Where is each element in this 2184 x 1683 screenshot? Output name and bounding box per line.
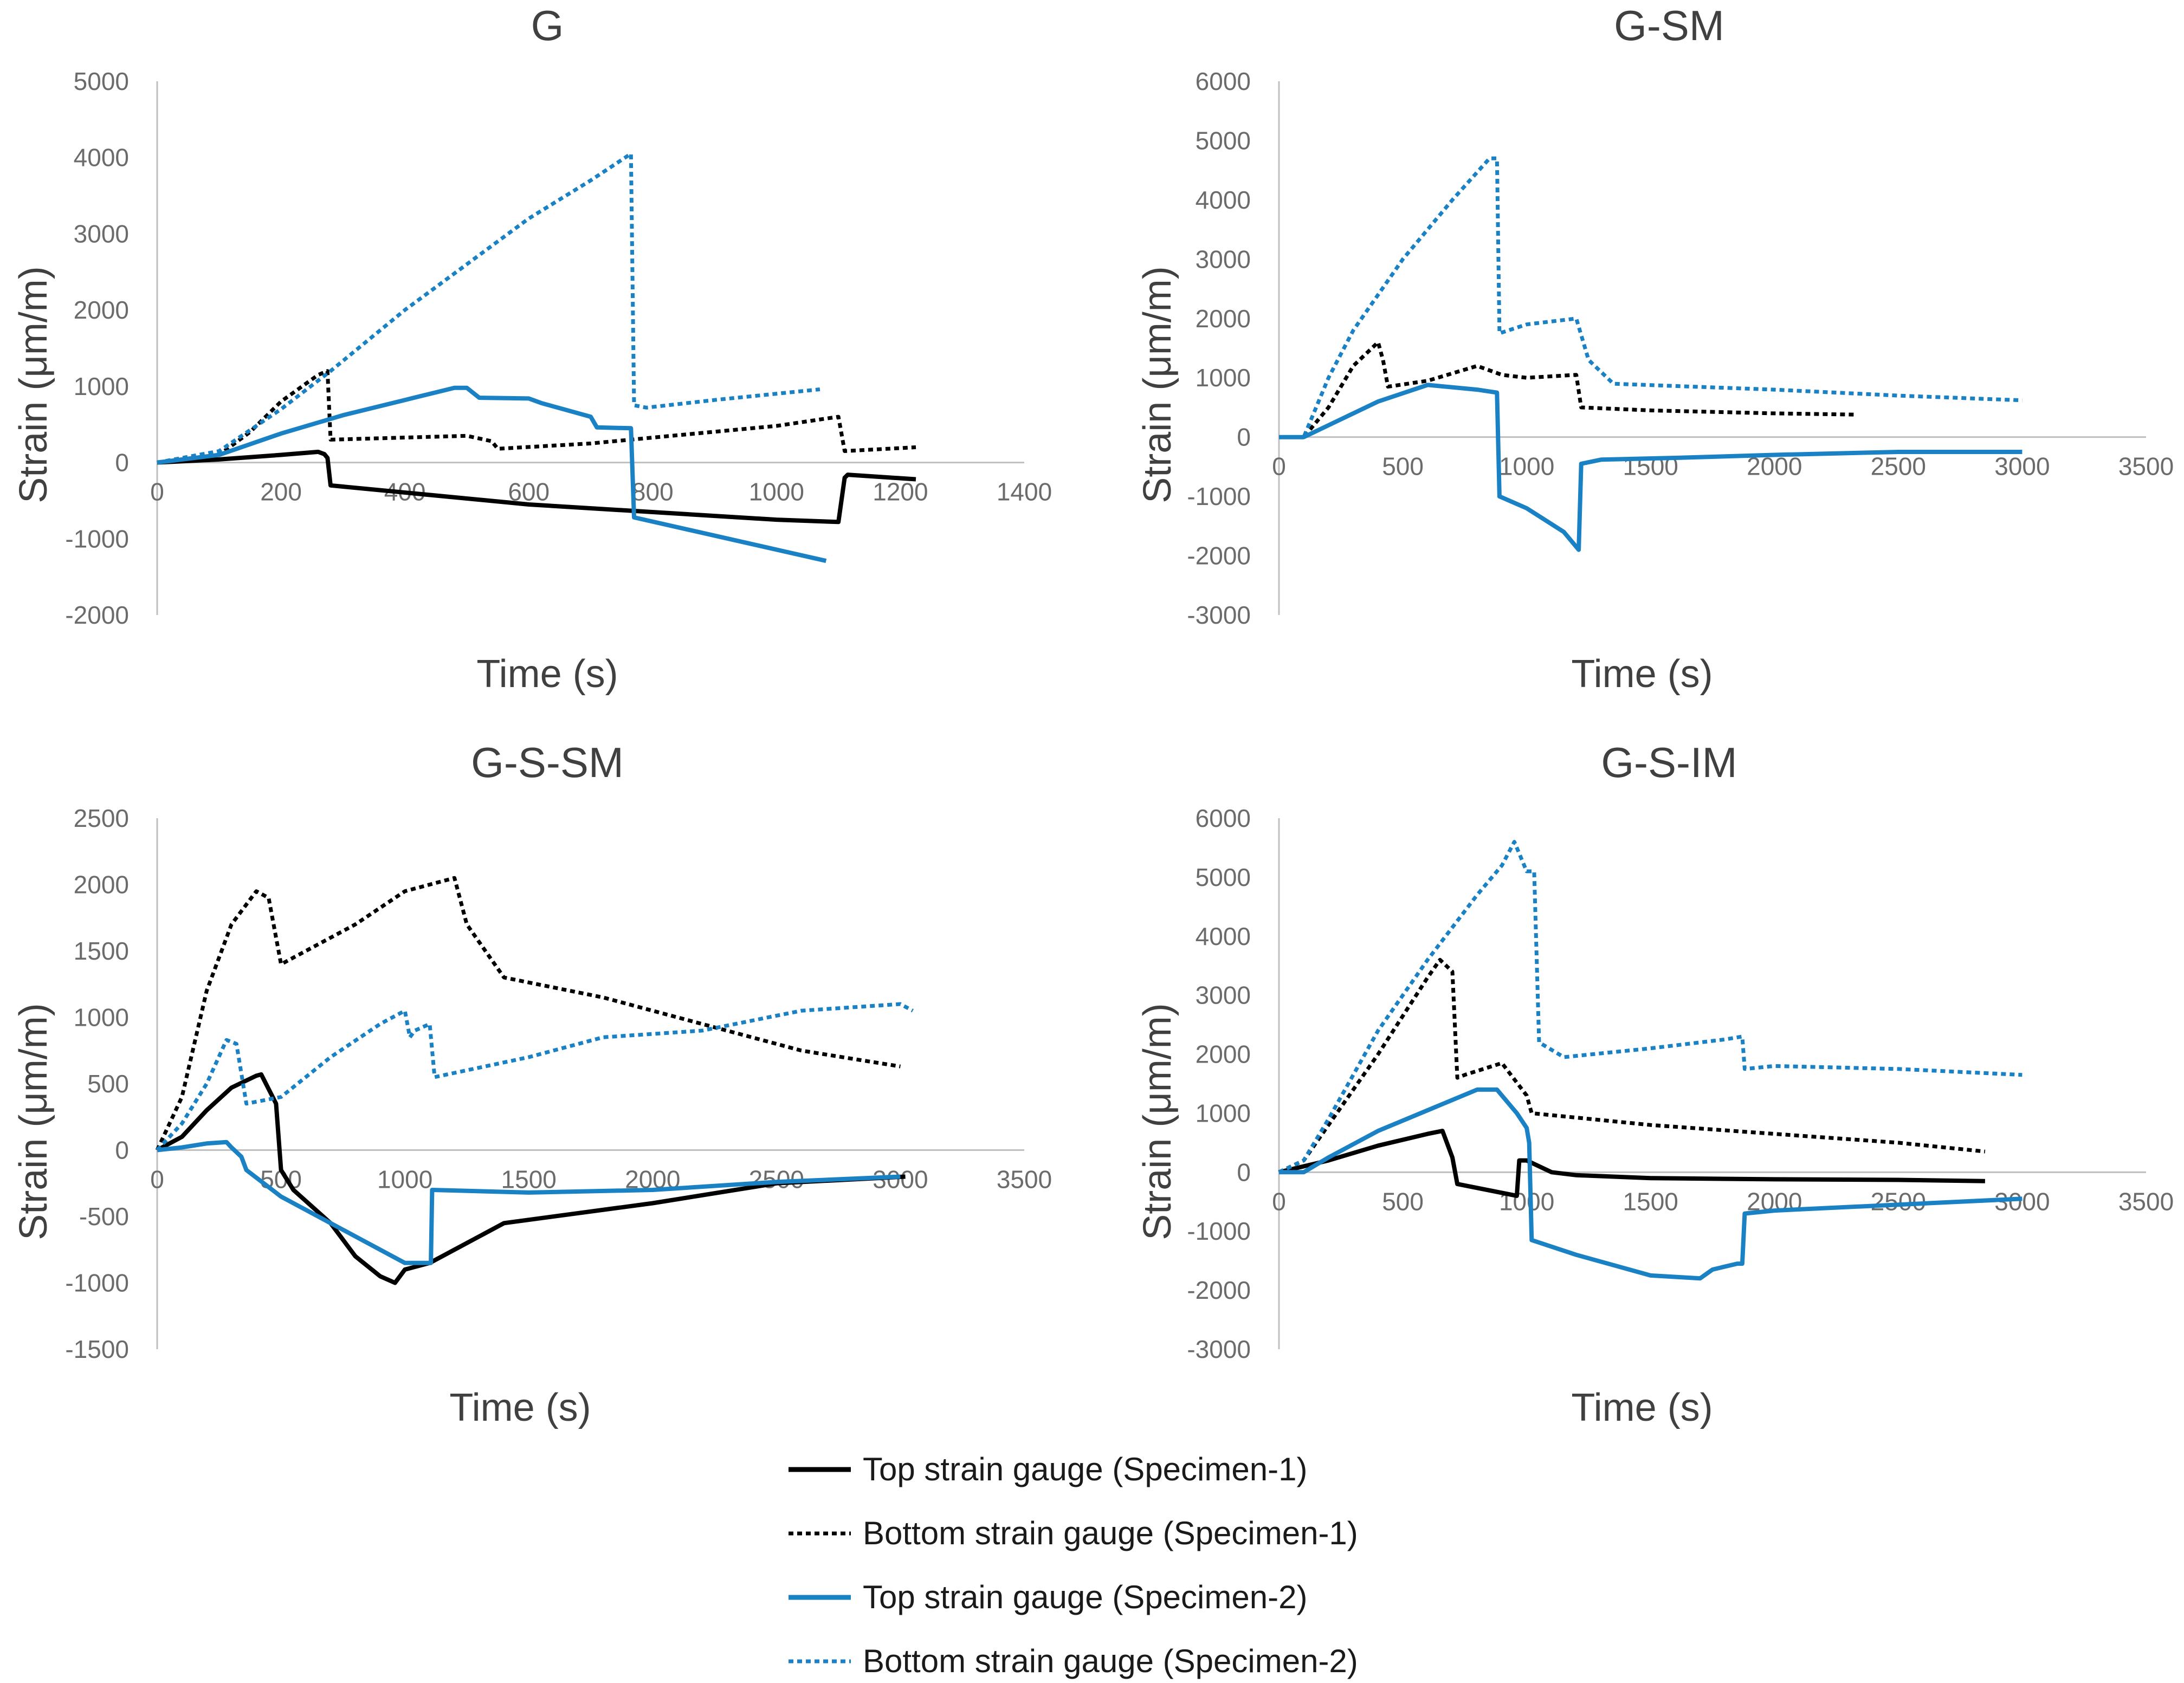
x-tick-label: 3500 [2118, 452, 2174, 481]
y-tick-label: 500 [87, 1070, 129, 1098]
x-axis-label: Time (s) [476, 652, 618, 696]
x-axis-label: Time (s) [1571, 652, 1713, 696]
x-axis-label: Time (s) [449, 1386, 591, 1429]
y-tick-label: 0 [1237, 1158, 1251, 1186]
x-tick-label: 1000 [377, 1166, 432, 1194]
y-tick-label: 2500 [74, 804, 129, 832]
legend-label: Top strain gauge (Specimen-2) [863, 1579, 1307, 1615]
y-tick-label: -1000 [65, 525, 129, 553]
legend-label: Bottom strain gauge (Specimen-2) [863, 1643, 1358, 1679]
series-line-top-strain-gauge-specimen-1 [157, 449, 916, 525]
series-line-top-strain-gauge-specimen-1 [1278, 1129, 1985, 1198]
series-line-top-strain-gauge-specimen-2 [1279, 1087, 2023, 1281]
y-tick-label: 2000 [74, 296, 129, 324]
y-tick-label: 3000 [1196, 245, 1251, 273]
series-line-top-strain-gauge-specimen-2 [157, 1140, 901, 1265]
series-line-top-strain-gauge-specimen-2 [157, 385, 827, 564]
x-tick-label: 200 [260, 478, 302, 506]
y-axis-label: Strain (μm/m) [12, 1003, 55, 1240]
series-line-bottom-strain-gauge-specimen-2 [156, 1002, 914, 1151]
y-tick-label: 5000 [1196, 126, 1251, 154]
y-tick-label: 4000 [1196, 186, 1251, 214]
y-tick-label: 1000 [1196, 1099, 1251, 1127]
y-tick-label: 2000 [74, 871, 129, 899]
x-tick-label: 500 [1382, 1187, 1424, 1215]
y-tick-label: 6000 [1196, 67, 1251, 95]
y-tick-label: -1000 [1187, 482, 1251, 510]
x-tick-label: 1500 [1623, 1187, 1678, 1215]
x-tick-label: 0 [1272, 452, 1286, 481]
y-axis-label: Strain (μm/m) [12, 266, 55, 503]
y-tick-label: 1000 [74, 1004, 129, 1032]
x-tick-label: 1500 [501, 1166, 557, 1194]
x-tick-label: 1000 [749, 478, 804, 506]
y-tick-label: 0 [115, 1136, 129, 1164]
legend: Top strain gauge (Specimen-1) Bottom stra… [789, 1451, 1358, 1679]
chart-panel-g-sm: G-SM Time (s) Strain (μm/m) -3000 -2000 -1… [1136, 2, 2174, 696]
series-line-bottom-strain-gauge-specimen-1 [155, 876, 901, 1151]
y-tick-label: -1500 [65, 1335, 129, 1363]
x-tick-label: 2500 [1871, 1187, 1926, 1215]
y-tick-label: -3000 [1187, 1335, 1251, 1363]
y-tick-label: 4000 [74, 144, 129, 172]
series-line-top-strain-gauge-specimen-1 [156, 1072, 906, 1285]
y-axis-label: Strain (μm/m) [1136, 1003, 1179, 1240]
series-line-bottom-strain-gauge-specimen-2 [1279, 156, 2023, 439]
y-tick-label: 2000 [1196, 1040, 1251, 1069]
x-tick-label: 800 [632, 478, 674, 506]
y-tick-label: -2000 [1187, 1276, 1251, 1304]
y-tick-label: -1000 [65, 1269, 129, 1297]
x-tick-label: 0 [150, 1166, 164, 1194]
x-tick-label: 1400 [997, 478, 1052, 506]
legend-label: Top strain gauge (Specimen-1) [863, 1451, 1307, 1487]
y-tick-label: 4000 [1196, 922, 1251, 950]
y-tick-label: 5000 [74, 67, 129, 95]
x-tick-label: 2500 [1871, 452, 1926, 481]
y-tick-label: 3000 [74, 219, 129, 248]
chart-title: G-SM [1614, 2, 1724, 49]
y-tick-label: 1000 [1196, 364, 1251, 392]
chart-panel-g-s-im: G-S-IM Time (s) Strain (μm/m) -3000 -2000… [1136, 739, 2174, 1429]
chart-panel-g: G Time (s) Strain (μm/m) -2000 -1000 0 1000… [12, 2, 1052, 696]
y-tick-label: 6000 [1196, 804, 1251, 832]
x-axis-label: Time (s) [1571, 1386, 1713, 1429]
series-line-bottom-strain-gauge-specimen-2 [1278, 840, 2023, 1174]
series-line-top-strain-gauge-specimen-2 [1279, 383, 2023, 552]
legend-label: Bottom strain gauge (Specimen-1) [863, 1515, 1358, 1551]
y-tick-label: -1000 [1187, 1217, 1251, 1245]
series-line-bottom-strain-gauge-specimen-2 [157, 152, 820, 465]
x-tick-label: 3500 [997, 1166, 1052, 1194]
y-tick-label: 3000 [1196, 981, 1251, 1009]
y-tick-label: 1000 [74, 372, 129, 400]
chart-title: G [531, 2, 564, 49]
y-tick-label: 0 [115, 449, 129, 477]
y-tick-label: 1500 [74, 937, 129, 965]
x-tick-label: 0 [150, 478, 164, 506]
y-tick-label: -2000 [1187, 542, 1251, 570]
y-tick-label: 0 [1237, 423, 1251, 451]
x-tick-label: 3000 [1994, 452, 2050, 481]
x-tick-label: 1000 [1499, 1187, 1554, 1215]
y-tick-label: 2000 [1196, 305, 1251, 333]
y-tick-label: -2000 [65, 601, 129, 629]
y-axis-label: Strain (μm/m) [1136, 266, 1179, 503]
y-tick-label: -500 [79, 1202, 129, 1231]
chart-title: G-S-SM [471, 739, 624, 786]
y-tick-label: 5000 [1196, 863, 1251, 891]
x-tick-label: 0 [1272, 1187, 1286, 1215]
x-tick-label: 3500 [2118, 1187, 2174, 1215]
x-tick-label: 1200 [873, 478, 928, 506]
x-tick-label: 1000 [1499, 452, 1554, 481]
series-line-bottom-strain-gauge-specimen-1 [1279, 340, 1854, 439]
series-line-bottom-strain-gauge-specimen-1 [1278, 957, 1986, 1174]
chart-panel-g-s-sm: G-S-SM Time (s) Strain (μm/m) -1500 -1000… [12, 739, 1052, 1429]
x-tick-label: 500 [1382, 452, 1424, 481]
chart-title: G-S-IM [1601, 739, 1737, 786]
y-tick-label: -3000 [1187, 601, 1251, 629]
